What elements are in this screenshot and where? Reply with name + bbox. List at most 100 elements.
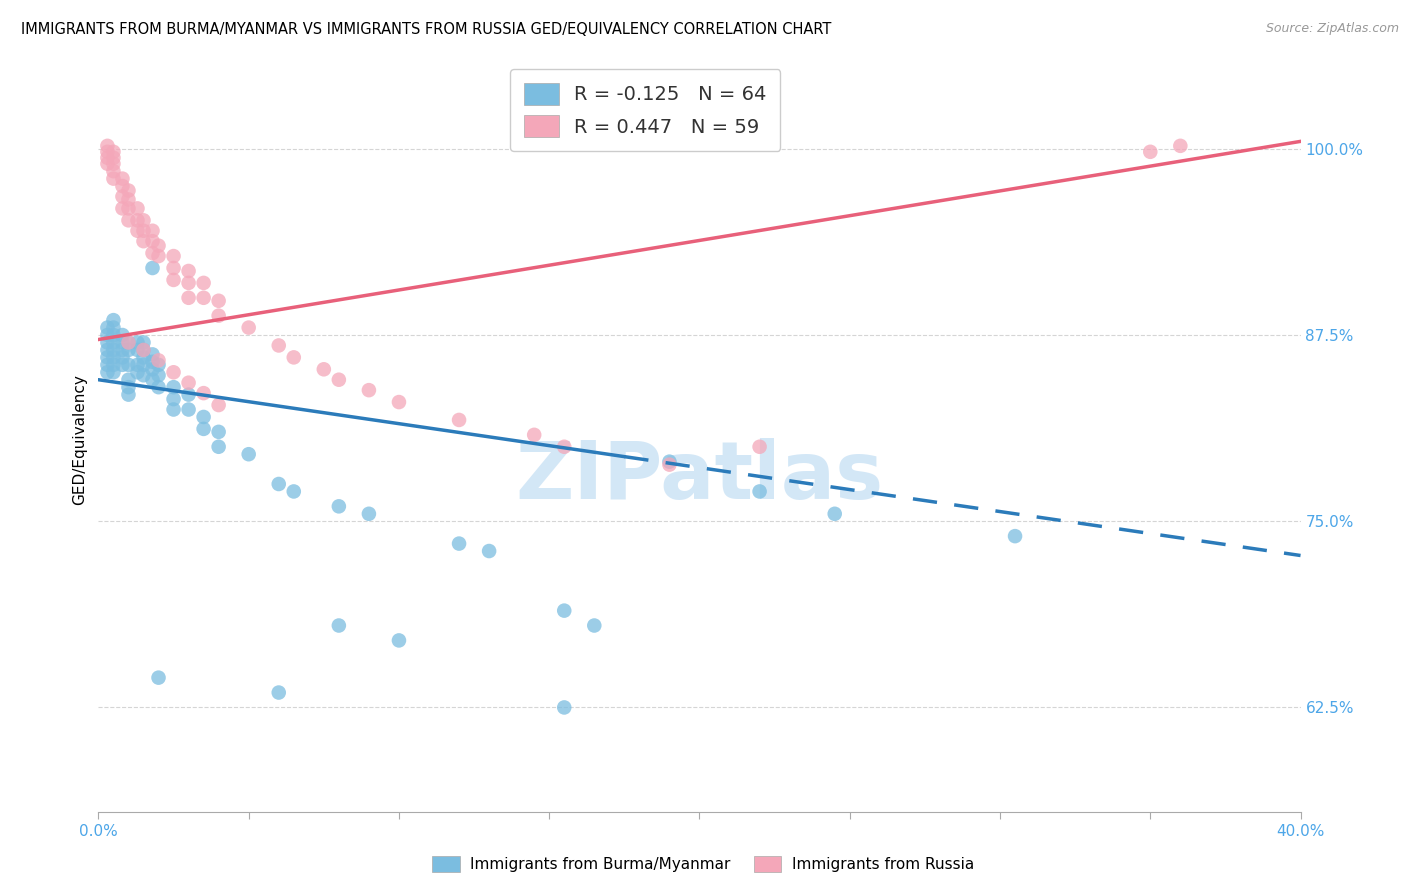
Point (238, 320, 260, 334)
Point (238, 447, 260, 461)
Point (328, 500, 350, 514)
Point (103, 351, 125, 365)
Point (523, 427, 546, 442)
Point (267, 338, 290, 352)
Point (148, 249, 170, 263)
Point (96, 335, 118, 350)
Point (127, 202, 149, 216)
Point (96, 343, 118, 357)
Point (132, 224, 155, 238)
Point (111, 358, 134, 372)
Point (312, 362, 335, 376)
Point (148, 671, 170, 685)
Point (193, 409, 215, 424)
Point (117, 193, 139, 207)
Point (177, 264, 200, 278)
Point (117, 335, 139, 350)
Point (103, 164, 125, 178)
Point (127, 365, 149, 379)
Text: IMMIGRANTS FROM BURMA/MYANMAR VS IMMIGRANTS FROM RUSSIA GED/EQUIVALENCY CORRELAT: IMMIGRANTS FROM BURMA/MYANMAR VS IMMIGRA… (21, 22, 831, 37)
Point (111, 189, 134, 203)
Point (388, 395, 411, 409)
Point (111, 328, 134, 343)
Point (103, 343, 125, 357)
Point (96, 358, 118, 372)
Point (141, 355, 163, 369)
Point (111, 202, 134, 216)
Point (111, 335, 134, 350)
Point (103, 358, 125, 372)
Point (553, 440, 575, 454)
Point (117, 335, 139, 350)
Point (162, 365, 184, 379)
Point (208, 425, 231, 439)
Point (111, 171, 134, 186)
Point (141, 373, 163, 387)
Point (177, 387, 200, 401)
Point (132, 351, 155, 365)
Point (208, 293, 231, 308)
Point (328, 618, 350, 632)
Point (103, 313, 125, 327)
Point (96, 151, 118, 165)
Point (824, 507, 846, 521)
Point (162, 249, 184, 263)
Point (96, 320, 118, 334)
Point (148, 238, 170, 252)
Point (193, 386, 215, 401)
Point (1139, 145, 1161, 159)
Point (478, 544, 501, 558)
Point (132, 335, 155, 350)
Point (193, 422, 215, 436)
Point (162, 402, 184, 417)
Point (127, 224, 149, 238)
Point (553, 604, 575, 618)
Point (132, 343, 155, 357)
Legend: R = -0.125   N = 64, R = 0.447   N = 59: R = -0.125 N = 64, R = 0.447 N = 59 (510, 70, 780, 151)
Point (177, 376, 200, 390)
Point (141, 224, 163, 238)
Legend: Immigrants from Burma/Myanmar, Immigrants from Russia: Immigrants from Burma/Myanmar, Immigrant… (425, 848, 981, 880)
Point (132, 358, 155, 372)
Point (193, 291, 215, 305)
Point (96, 328, 118, 343)
Point (103, 157, 125, 171)
Point (132, 368, 155, 383)
Point (127, 335, 149, 350)
Point (103, 145, 125, 159)
Point (103, 171, 125, 186)
Point (162, 380, 184, 394)
Text: ZIPatlas: ZIPatlas (516, 438, 883, 516)
Point (583, 618, 606, 632)
Point (148, 353, 170, 368)
Point (141, 234, 163, 248)
Point (117, 202, 139, 216)
Point (148, 358, 170, 372)
Point (148, 368, 170, 383)
Point (283, 351, 305, 365)
Point (177, 276, 200, 290)
Point (103, 320, 125, 334)
Point (328, 373, 350, 387)
Point (1004, 529, 1026, 543)
Point (177, 291, 200, 305)
Point (283, 484, 305, 499)
Point (208, 398, 231, 412)
Point (132, 234, 155, 248)
Point (141, 362, 163, 376)
Point (117, 387, 139, 401)
Point (658, 455, 681, 469)
Y-axis label: GED/Equivalency: GED/Equivalency (72, 374, 87, 505)
Point (117, 373, 139, 387)
Point (117, 380, 139, 394)
Point (193, 276, 215, 290)
Text: Source: ZipAtlas.com: Source: ZipAtlas.com (1265, 22, 1399, 36)
Point (96, 365, 118, 379)
Point (148, 380, 170, 394)
Point (103, 328, 125, 343)
Point (447, 536, 470, 550)
Point (357, 383, 380, 397)
Point (141, 347, 163, 361)
Point (162, 392, 184, 406)
Point (111, 351, 134, 365)
